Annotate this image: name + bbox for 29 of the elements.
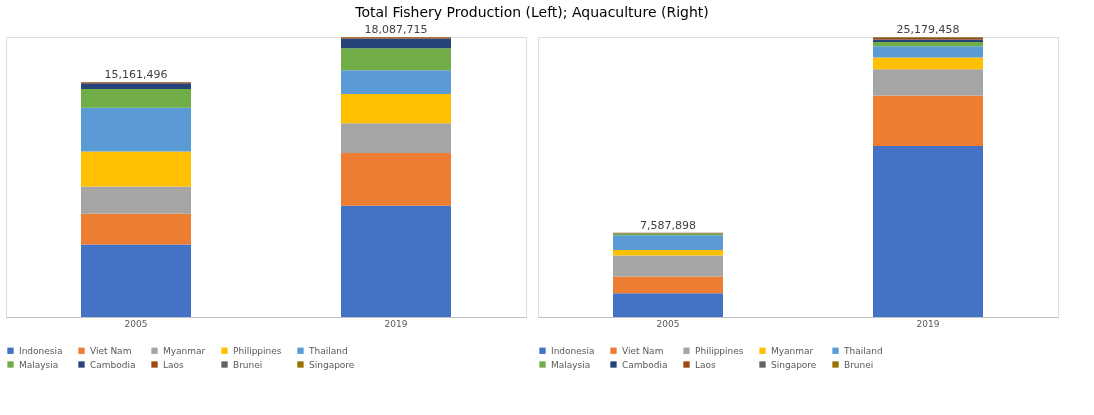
legend-label: Malaysia bbox=[551, 359, 591, 370]
legend-label: Myanmar bbox=[163, 345, 206, 356]
annotation: 18,087,715 bbox=[364, 23, 428, 36]
legend-label: Cambodia bbox=[622, 359, 668, 370]
legend-label: Brunei bbox=[844, 359, 874, 370]
legend-label: Brunei bbox=[233, 359, 263, 370]
legend-label: Thailand bbox=[843, 345, 883, 356]
annotation: 25,179,458 bbox=[896, 23, 960, 36]
legend-label: Cambodia bbox=[90, 359, 136, 370]
legend-label: Philippines bbox=[233, 345, 282, 356]
x-tick-label: 2019 bbox=[384, 318, 408, 329]
legend-label: Viet Nam bbox=[90, 345, 132, 356]
legend-label: Indonesia bbox=[551, 345, 595, 356]
legend-label: Singapore bbox=[309, 359, 355, 370]
legend-label: Laos bbox=[695, 359, 717, 370]
chart-title: Total Fishery Production (Left); Aquaculture (Right) bbox=[354, 3, 709, 20]
legend-label: Philippines bbox=[695, 345, 744, 356]
annotation: 7,587,898 bbox=[640, 218, 696, 232]
x-tick-label: 2005 bbox=[656, 318, 680, 329]
x-tick-label: 2019 bbox=[916, 318, 940, 329]
legend-label: Indonesia bbox=[19, 345, 63, 356]
legend-label: Singapore bbox=[771, 359, 817, 370]
legend-label: Thailand bbox=[308, 345, 348, 356]
legend-label: Malaysia bbox=[19, 359, 59, 370]
legend-label: Myanmar bbox=[771, 345, 814, 356]
legend-label: Viet Nam bbox=[622, 345, 664, 356]
legend-label: Laos bbox=[163, 359, 185, 370]
annotation: 15,161,496 bbox=[104, 68, 168, 82]
x-tick-label: 2005 bbox=[124, 318, 148, 329]
